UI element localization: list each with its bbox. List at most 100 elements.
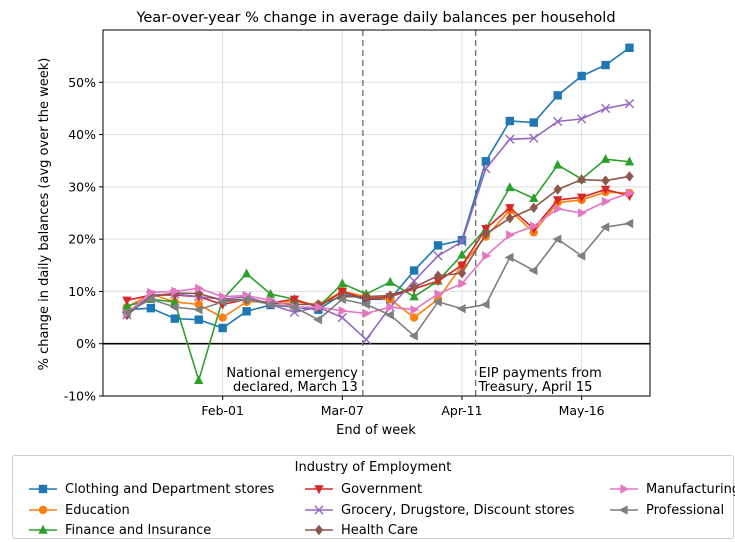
legend-swatch xyxy=(305,505,333,515)
data-point xyxy=(145,294,155,304)
data-point xyxy=(600,222,610,232)
legend-swatch xyxy=(610,484,638,494)
data-point xyxy=(169,302,179,312)
data-point xyxy=(576,193,587,203)
data-point xyxy=(241,294,251,304)
data-point xyxy=(362,291,371,302)
x-axis: Feb-01 Mar-07 Apr-11 May-16 xyxy=(201,396,605,418)
data-point xyxy=(361,334,371,345)
data-point xyxy=(193,305,203,315)
series-line xyxy=(126,188,630,308)
data-point xyxy=(361,299,370,310)
data-point xyxy=(456,303,466,314)
y-tick-label: 40% xyxy=(68,127,96,142)
y-axis-label: % change in daily balances (avg over the… xyxy=(37,58,52,371)
data-point xyxy=(434,289,444,299)
data-point xyxy=(385,276,395,286)
data-point xyxy=(505,213,515,224)
data-point xyxy=(529,202,538,213)
data-point xyxy=(481,163,491,174)
data-point xyxy=(217,297,227,307)
plot-frame xyxy=(102,29,651,397)
y-tick-label: 50% xyxy=(68,75,96,90)
data-point xyxy=(505,116,515,126)
data-point xyxy=(601,196,611,207)
data-point xyxy=(576,251,586,261)
data-point xyxy=(620,484,630,494)
data-point xyxy=(314,302,324,312)
legend-title: Industry of Employment xyxy=(294,460,452,475)
data-point xyxy=(506,230,516,240)
data-point xyxy=(314,505,324,515)
x-tick-label: May-16 xyxy=(559,403,605,418)
legend-label: Health Care xyxy=(341,522,418,538)
series-8 xyxy=(121,218,634,341)
y-tick-label: -10% xyxy=(64,389,96,404)
data-point xyxy=(529,118,538,127)
data-point xyxy=(433,241,443,250)
data-point xyxy=(625,188,635,198)
data-point xyxy=(457,267,467,279)
legend-label: Education xyxy=(65,502,130,518)
data-point xyxy=(337,278,348,288)
data-point xyxy=(38,484,48,494)
line-chart: Year-over-year % change in average daily… xyxy=(37,10,651,438)
data-point xyxy=(552,196,563,206)
y-tick-label: 20% xyxy=(68,232,96,247)
data-point xyxy=(289,302,299,312)
data-point xyxy=(624,218,634,229)
data-point xyxy=(122,296,132,306)
data-point xyxy=(505,204,515,213)
data-point xyxy=(338,306,348,316)
data-point xyxy=(481,228,491,240)
series-line xyxy=(126,158,630,384)
legend-label: Grocery, Drugstore, Discount stores xyxy=(341,502,575,518)
data-point xyxy=(314,485,324,495)
series-line xyxy=(126,175,630,316)
legend-swatch xyxy=(305,524,333,536)
data-point xyxy=(625,171,634,182)
data-point xyxy=(624,99,635,109)
data-point xyxy=(552,159,563,169)
data-point xyxy=(530,221,539,231)
event-annotation: National emergency xyxy=(226,366,358,381)
data-point xyxy=(577,174,586,185)
legend-item: Clothing and Department stores xyxy=(29,480,274,498)
data-point xyxy=(552,116,563,127)
legend-item: Professional xyxy=(610,501,724,519)
series-line xyxy=(126,47,630,329)
data-point xyxy=(457,237,467,247)
data-point xyxy=(624,156,635,166)
data-point xyxy=(553,184,562,195)
data-point xyxy=(313,314,323,325)
data-point xyxy=(38,505,48,515)
data-point xyxy=(433,277,443,287)
data-point xyxy=(528,265,538,276)
data-point xyxy=(600,153,611,163)
data-point xyxy=(433,270,443,281)
data-point xyxy=(194,315,203,324)
data-point xyxy=(601,175,610,186)
y-tick-label: 0% xyxy=(76,336,96,351)
data-point xyxy=(409,313,419,322)
data-point xyxy=(457,249,467,259)
data-point xyxy=(432,297,442,307)
event-annotation: declared, March 13 xyxy=(233,380,358,395)
legend-swatch xyxy=(29,524,57,534)
data-point xyxy=(625,43,634,52)
data-point xyxy=(552,234,562,244)
data-point xyxy=(385,290,395,301)
data-point xyxy=(314,524,324,536)
legend-label: Clothing and Department stores xyxy=(65,481,275,497)
data-point xyxy=(170,314,179,323)
legend-swatch xyxy=(29,484,57,494)
data-point xyxy=(600,103,611,114)
data-point xyxy=(409,282,419,293)
data-point xyxy=(265,288,276,298)
data-point xyxy=(576,114,587,124)
data-point xyxy=(242,307,251,316)
data-point xyxy=(384,310,394,320)
legend-swatch xyxy=(29,505,57,515)
x-tick-label: Apr-11 xyxy=(441,403,482,418)
